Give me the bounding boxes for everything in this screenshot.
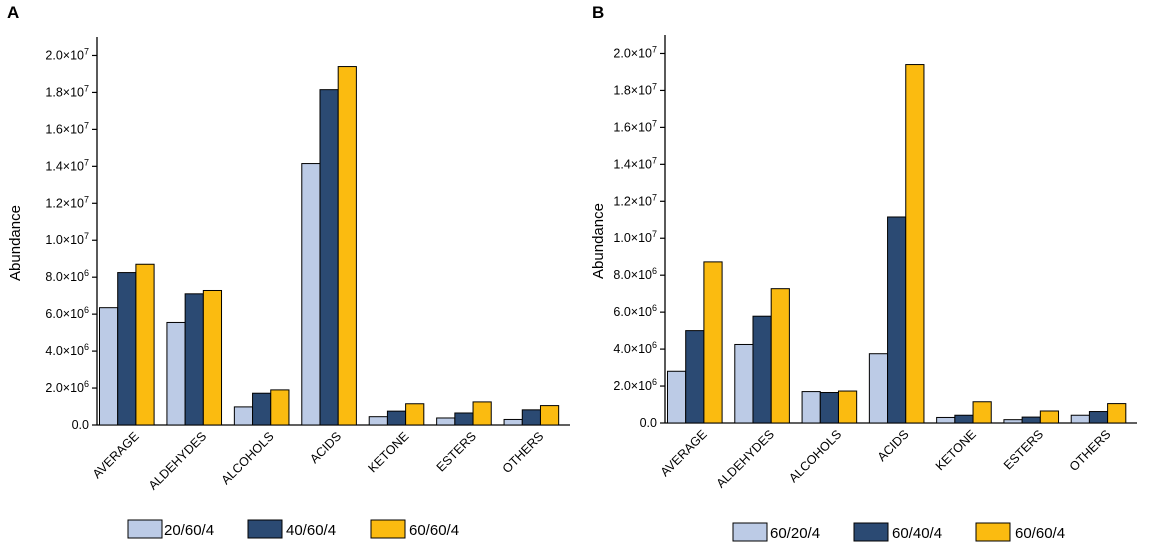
legend-label: 60/60/4: [1015, 525, 1065, 542]
y-tick-label: 1.2×107: [613, 192, 657, 208]
y-tick-label: 8.0×106: [45, 268, 89, 284]
bar-alcohols-40-60-4: [252, 392, 272, 426]
bar-esters-60-60-4: [472, 401, 492, 426]
bar-alcohols-60-60-4: [270, 389, 290, 426]
bar-esters-60-40-4: [1021, 416, 1041, 424]
x-tick-label: ESTERS: [1001, 427, 1046, 472]
bar-ketone-20-60-4: [368, 416, 388, 426]
bar-acids-60-40-4: [887, 216, 907, 424]
y-tick-label: 2.0×106: [613, 377, 657, 393]
bar-esters-40-60-4: [454, 412, 474, 426]
bar-average-20-60-4: [99, 307, 119, 426]
bar-acids-60-20-4: [868, 353, 889, 424]
x-tick-label: KETONE: [365, 429, 411, 475]
legend-label: 60/40/4: [892, 525, 942, 542]
x-tick-label: ALCOHOLS: [786, 427, 844, 485]
bar-ketone-60-40-4: [954, 414, 974, 424]
legend-label: 60/20/4: [770, 525, 820, 542]
legend-swatch: [370, 519, 406, 539]
x-tick-label: ACIDS: [875, 427, 912, 464]
y-tick-label: 2.0×107: [45, 46, 89, 62]
y-tick-label: 1.8×107: [45, 83, 89, 99]
bar-others-60-20-4: [1070, 414, 1090, 424]
y-tick-label: 6.0×106: [613, 303, 657, 319]
chart-panel-b: B 0.0 2.0×106 4.0×106 6.0×106 8.0×106 1.0×107 1…: [590, 3, 1137, 542]
y-tick-label: 4.0×106: [613, 340, 657, 356]
legend-swatch: [975, 522, 1011, 542]
y-tick-label: 1.4×107: [613, 155, 657, 171]
y-axis-title: Abundance: [590, 203, 607, 279]
bar-ketone-40-60-4: [386, 410, 407, 426]
y-tick-label: 4.0×106: [45, 342, 89, 358]
x-tick-label: OTHERS: [500, 429, 547, 476]
bar-aldehydes-60-60-4: [202, 289, 223, 426]
bar-alcohols-60-40-4: [819, 392, 839, 424]
y-tick-label: 2.0×106: [45, 379, 89, 395]
bar-esters-60-60-4: [1039, 410, 1060, 424]
y-tick-label: 1.4×107: [45, 157, 89, 173]
x-tick-label: AVERAGE: [90, 429, 142, 481]
x-tick-label: ALDEHYDES: [714, 427, 777, 490]
x-tick-label: OTHERS: [1067, 427, 1114, 474]
bar-others-20-60-4: [503, 418, 523, 426]
bar-others-60-40-4: [1088, 411, 1109, 424]
bar-acids-40-60-4: [319, 89, 339, 426]
bar-average-60-60-4: [703, 261, 723, 424]
bar-others-40-60-4: [521, 409, 541, 426]
legend-label: 60/60/4: [409, 522, 459, 539]
y-tick-label: 2.0×107: [613, 44, 657, 60]
bar-acids-60-60-4: [337, 66, 357, 426]
legend-swatch: [853, 522, 889, 542]
y-tick-label: 1.6×107: [613, 118, 657, 134]
bar-aldehydes-40-60-4: [184, 293, 204, 426]
bar-ketone-60-20-4: [936, 416, 956, 424]
legend-swatch: [247, 519, 283, 539]
bar-ketone-60-60-4: [972, 401, 992, 424]
bar-aldehydes-20-60-4: [166, 321, 186, 426]
bar-average-60-20-4: [667, 370, 687, 424]
x-tick-label: AVERAGE: [658, 427, 710, 479]
legend-label: 20/60/4: [164, 522, 214, 539]
bar-alcohols-60-60-4: [837, 390, 858, 424]
panel-label: A: [7, 3, 19, 22]
bar-acids-20-60-4: [301, 163, 321, 426]
y-tick-label: 1.8×107: [613, 81, 657, 97]
bar-acids-60-60-4: [905, 64, 925, 424]
y-tick-label: 1.6×107: [45, 120, 89, 136]
bar-esters-60-20-4: [1003, 419, 1023, 424]
bar-others-60-60-4: [539, 405, 560, 426]
x-tick-label: KETONE: [933, 427, 979, 473]
bar-average-60-40-4: [685, 330, 705, 424]
bar-esters-20-60-4: [436, 417, 456, 426]
y-tick-label: 0.0: [72, 418, 89, 432]
y-tick-label: 1.2×107: [45, 194, 89, 210]
x-tick-label: ALDEHYDES: [146, 429, 209, 492]
bar-average-60-60-4: [135, 263, 155, 426]
bar-aldehydes-60-40-4: [752, 315, 772, 424]
legend-label: 40/60/4: [286, 522, 336, 539]
x-tick-label: ESTERS: [434, 429, 479, 474]
bar-alcohols-20-60-4: [233, 406, 254, 426]
y-tick-label: 6.0×106: [45, 305, 89, 321]
chart-panel-a: A 0.0 2.0×106 4.0×106 6.0×106 8.0×106 1.0×107 1…: [7, 3, 570, 539]
bar-alcohols-60-20-4: [801, 391, 821, 424]
y-axis-title: Abundance: [7, 205, 24, 281]
legend-swatch: [732, 522, 768, 542]
y-tick-label: 8.0×106: [613, 266, 657, 282]
bar-aldehydes-60-60-4: [770, 288, 790, 424]
y-tick-label: 1.0×107: [613, 229, 657, 245]
y-tick-label: 0.0: [640, 416, 657, 430]
bar-aldehydes-60-20-4: [734, 343, 754, 424]
panel-label: B: [592, 3, 604, 22]
x-tick-label: ACIDS: [307, 429, 344, 466]
bar-ketone-60-60-4: [405, 403, 425, 426]
bar-average-40-60-4: [117, 272, 137, 426]
y-tick-label: 1.0×107: [45, 231, 89, 247]
bar-others-60-60-4: [1107, 403, 1127, 424]
x-tick-label: ALCOHOLS: [219, 429, 277, 487]
legend-swatch: [127, 519, 163, 539]
